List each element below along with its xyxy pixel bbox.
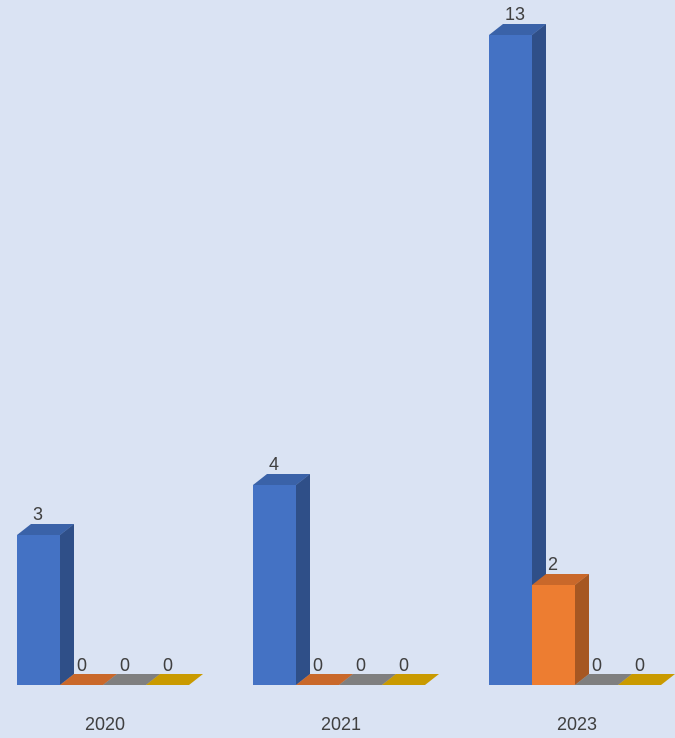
data-label-2023-s2: 2 (548, 554, 558, 574)
bar-group-2020: 3 0 0 0 (17, 504, 203, 685)
bar-top-2023-s3 (575, 674, 632, 685)
data-label-2023-s4: 0 (635, 655, 645, 675)
data-label-2021-s1: 4 (269, 454, 279, 474)
data-label-2021-s2: 0 (313, 655, 323, 675)
data-label-2020-s3: 0 (120, 655, 130, 675)
bar-top-2021-s2 (296, 674, 353, 685)
bar-top-2021-s3 (339, 674, 396, 685)
bar-top-2021-s1 (253, 474, 310, 485)
bar-2021-s1 (253, 485, 296, 685)
bar-top-2020-s3 (103, 674, 160, 685)
x-tick-label-2023: 2023 (557, 714, 597, 734)
bar-side-2023-s2 (575, 574, 589, 685)
bar-top-2020-s2 (60, 674, 117, 685)
bar-2020-s1 (17, 535, 60, 685)
data-label-2020-s1: 3 (33, 504, 43, 524)
data-label-2020-s4: 0 (163, 655, 173, 675)
bar-2023-s1 (489, 35, 532, 685)
bar-top-2023-s1 (489, 24, 546, 35)
bar-group-2021: 4 0 0 0 (253, 454, 439, 685)
bar-2023-s2 (532, 585, 575, 685)
bar-side-2021-s1 (296, 474, 310, 685)
data-label-2023-s3: 0 (592, 655, 602, 675)
bar-top-2021-s4 (382, 674, 439, 685)
bar-top-2023-s2 (532, 574, 589, 585)
data-label-2021-s4: 0 (399, 655, 409, 675)
bar-top-2020-s1 (17, 524, 74, 535)
bar-group-2023: 13 2 0 0 (489, 4, 675, 685)
bar-top-2023-s4 (618, 674, 675, 685)
data-label-2023-s1: 13 (505, 4, 525, 24)
bar-top-2020-s4 (146, 674, 203, 685)
data-label-2021-s3: 0 (356, 655, 366, 675)
bar-side-2023-s1 (532, 24, 546, 685)
x-tick-label-2021: 2021 (321, 714, 361, 734)
x-tick-label-2020: 2020 (85, 714, 125, 734)
data-label-2020-s2: 0 (77, 655, 87, 675)
bar-side-2020-s1 (60, 524, 74, 685)
